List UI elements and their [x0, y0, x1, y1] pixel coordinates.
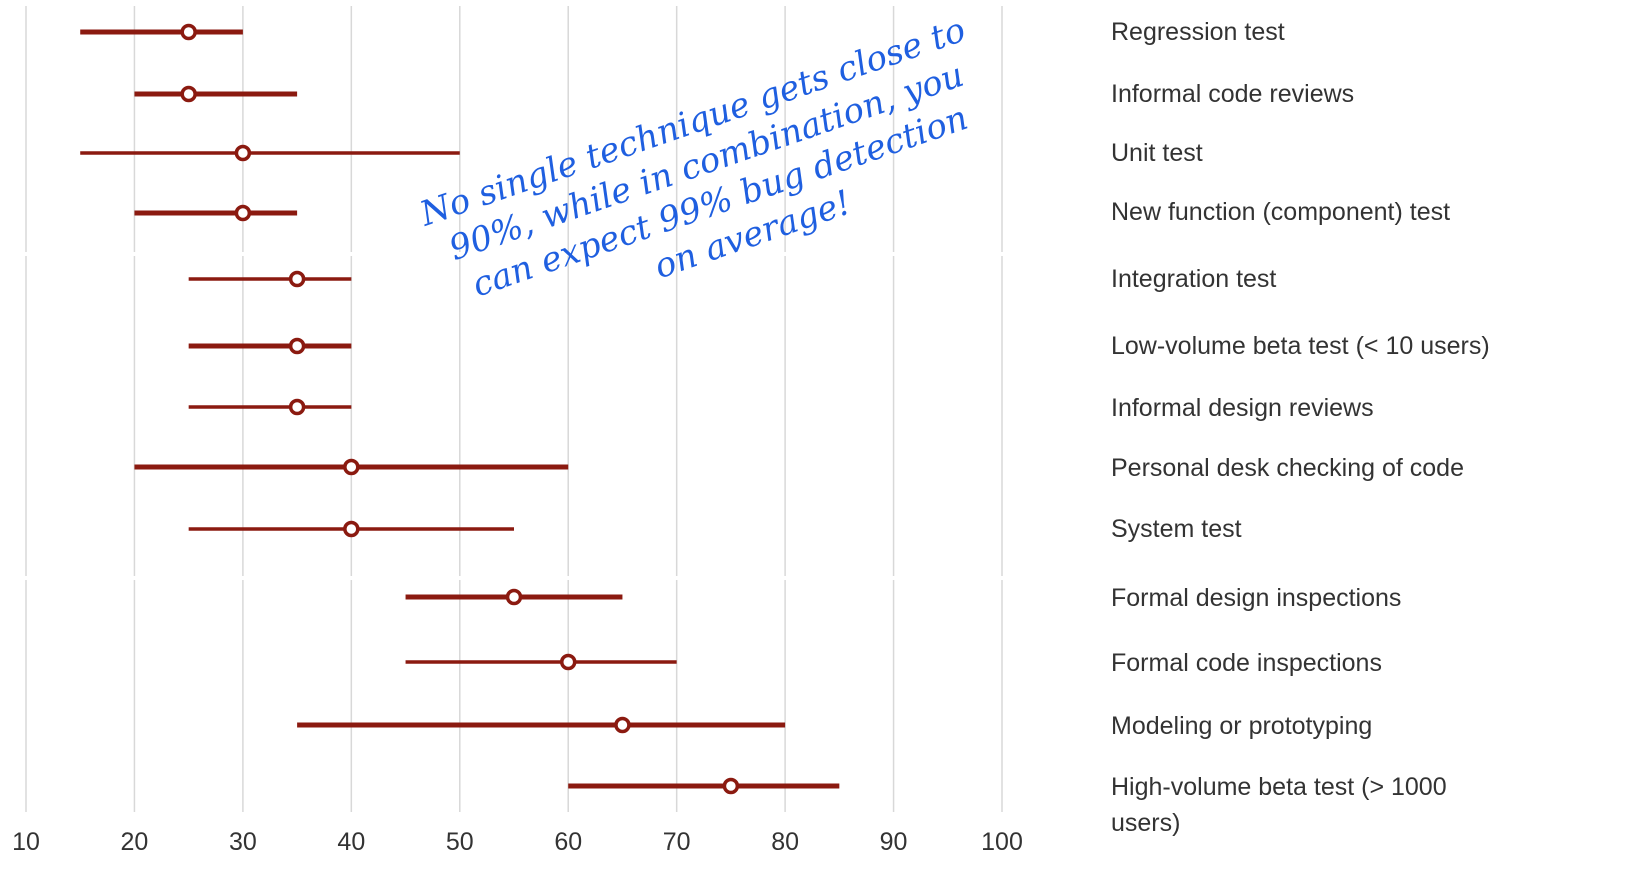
x-tick-label-70: 70	[663, 828, 691, 856]
category-label-7: Informal design reviews	[1111, 394, 1374, 422]
gridlines	[25, 6, 1003, 812]
mode-point-1	[180, 23, 197, 41]
mode-point-7	[288, 398, 306, 416]
mode-point-13	[722, 777, 740, 795]
category-label-1: Regression test	[1111, 18, 1285, 46]
category-label-13: High-volume beta test (> 1000 users)	[1111, 773, 1447, 837]
category-label-12: Modeling or prototyping	[1111, 712, 1372, 740]
x-tick-label-40: 40	[337, 828, 365, 856]
mode-point-9	[343, 520, 360, 538]
category-label-10: Formal design inspections	[1111, 584, 1401, 612]
mode-point-6	[288, 337, 306, 355]
category-label-3: Unit test	[1111, 139, 1203, 167]
category-label-8: Personal desk checking of code	[1111, 454, 1464, 482]
category-label-2: Informal code reviews	[1111, 80, 1354, 108]
category-label-6: Low-volume beta test (< 10 users)	[1111, 332, 1490, 360]
category-label-4: New function (component) test	[1111, 198, 1450, 226]
mode-point-3	[234, 144, 252, 162]
x-tick-label-20: 20	[121, 828, 149, 856]
x-tick-label-50: 50	[446, 828, 474, 856]
mode-point-12	[614, 716, 631, 734]
category-label-11: Formal code inspections	[1111, 649, 1382, 677]
category-label-5: Integration test	[1111, 265, 1276, 293]
x-tick-label-60: 60	[554, 828, 582, 856]
mode-point-11	[559, 653, 577, 671]
category-label-9: System test	[1111, 515, 1242, 543]
x-tick-label-90: 90	[880, 828, 908, 856]
category-labels: Regression test Informal code reviews Unit…	[1111, 18, 1490, 837]
range-bars	[80, 23, 840, 795]
x-tick-label-80: 80	[771, 828, 799, 856]
mode-point-4	[234, 204, 252, 222]
x-tick-label-30: 30	[229, 828, 257, 856]
x-tick-label-10: 10	[12, 828, 40, 856]
mode-point-5	[288, 270, 306, 288]
group-separators	[0, 252, 1030, 580]
mode-point-10	[505, 588, 523, 606]
mode-point-8	[343, 458, 360, 476]
x-tick-label-100: 100	[981, 828, 1023, 856]
x-tick-labels: 10 20 30 40 50 60 70 80 90 100	[12, 828, 1023, 856]
mode-point-2	[180, 85, 197, 103]
